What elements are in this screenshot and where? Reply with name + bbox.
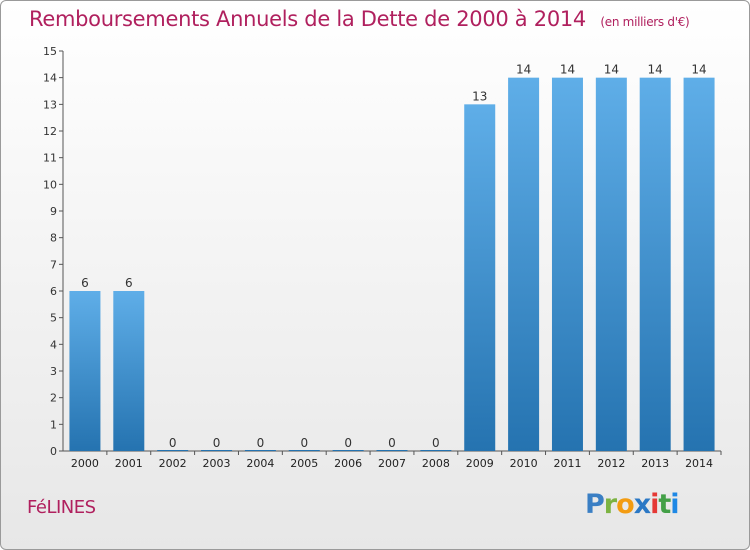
- x-tick-label: 2011: [553, 457, 581, 470]
- bar-value-label: 14: [691, 63, 706, 77]
- logo-letter: o: [616, 489, 635, 520]
- y-tick-label: 5: [50, 312, 57, 325]
- x-tick-label: 2000: [71, 457, 99, 470]
- x-tick-label: 2005: [290, 457, 318, 470]
- x-tick-label: 2013: [641, 457, 669, 470]
- y-tick-label: 15: [43, 45, 57, 58]
- y-tick-label: 1: [50, 418, 57, 431]
- chart-title: Remboursements Annuels de la Dette de 20…: [29, 7, 690, 31]
- bar: [288, 450, 320, 451]
- y-tick-label: 10: [43, 178, 57, 191]
- bar: [69, 291, 101, 451]
- logo-letter: i: [650, 489, 659, 520]
- bar: [376, 450, 408, 451]
- chart-bars: 6 6 0 0 0 0 0 0 0 13 14 14 14 14 14: [69, 63, 715, 452]
- bar-value-label: 6: [125, 276, 133, 290]
- x-tick-label: 2003: [203, 457, 231, 470]
- bar: [244, 450, 276, 451]
- bar-value-label: 14: [560, 63, 575, 77]
- bar-value-label: 13: [472, 89, 487, 103]
- bar: [508, 77, 540, 452]
- bar: [639, 77, 671, 452]
- logo-letter: i: [670, 489, 679, 520]
- y-tick-label: 8: [50, 232, 57, 245]
- bar: [683, 77, 715, 452]
- bar: [595, 77, 627, 452]
- y-tick-label: 0: [50, 445, 57, 458]
- commune-name: FéLINES: [27, 497, 96, 518]
- x-tick-label: 2007: [378, 457, 406, 470]
- bar: [420, 450, 452, 451]
- y-tick-label: 13: [43, 98, 57, 111]
- y-tick-label: 3: [50, 365, 57, 378]
- bar: [464, 104, 496, 451]
- bar: [551, 77, 583, 452]
- bar-value-label: 0: [169, 436, 177, 450]
- proxiti-logo[interactable]: Proxiti: [585, 489, 680, 520]
- bar-value-label: 0: [300, 436, 308, 450]
- x-tick-label: 2010: [510, 457, 538, 470]
- bar: [113, 291, 145, 451]
- x-tick-label: 2012: [597, 457, 625, 470]
- x-tick-label: 2002: [159, 457, 187, 470]
- x-tick-label: 2004: [246, 457, 274, 470]
- logo-letter: P: [585, 489, 605, 520]
- logo-letter: x: [633, 489, 651, 520]
- x-tick-label: 2006: [334, 457, 362, 470]
- y-tick-label: 11: [43, 152, 57, 165]
- chart-title-text: Remboursements Annuels de la Dette de 20…: [29, 7, 586, 31]
- x-tick-label: 2014: [685, 457, 713, 470]
- x-tick-label: 2009: [466, 457, 494, 470]
- bar-value-label: 0: [257, 436, 265, 450]
- bar-value-label: 6: [81, 276, 89, 290]
- logo-letter: r: [603, 489, 617, 520]
- bar: [332, 450, 364, 451]
- y-tick-label: 9: [50, 205, 57, 218]
- y-tick-label: 4: [50, 338, 57, 351]
- bar-value-label: 0: [344, 436, 352, 450]
- bar: [201, 450, 233, 451]
- y-tick-label: 14: [43, 72, 57, 85]
- bar-value-label: 0: [432, 436, 440, 450]
- bar-value-label: 14: [604, 63, 619, 77]
- bar-value-label: 14: [648, 63, 663, 77]
- x-tick-label: 2001: [115, 457, 143, 470]
- bar: [157, 450, 189, 451]
- logo-letter: t: [658, 489, 671, 520]
- bar-value-label: 0: [388, 436, 396, 450]
- bar-value-label: 14: [516, 63, 531, 77]
- y-tick-label: 12: [43, 125, 57, 138]
- y-tick-label: 7: [50, 258, 57, 271]
- x-tick-label: 2008: [422, 457, 450, 470]
- y-tick-label: 6: [50, 285, 57, 298]
- chart-unit: (en milliers d'€): [600, 15, 690, 29]
- bar-value-label: 0: [213, 436, 221, 450]
- y-tick-label: 2: [50, 392, 57, 405]
